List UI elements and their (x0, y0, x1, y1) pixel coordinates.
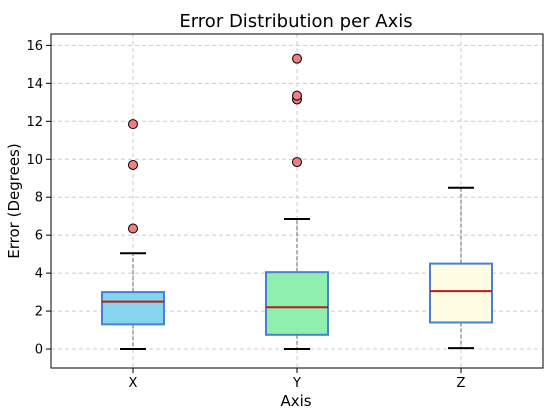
box-iqr (101, 291, 165, 326)
y-tick-label: 16 (26, 39, 43, 54)
x-tick-label: Y (292, 376, 301, 391)
chart-title: Error Distribution per Axis (179, 11, 412, 32)
y-tick-label: 0 (35, 343, 43, 358)
y-tick-label: 6 (35, 229, 43, 244)
y-axis-label: Error (Degrees) (5, 143, 23, 258)
outlier-point (128, 223, 138, 234)
y-tick-label: 10 (26, 153, 43, 168)
outlier-point (128, 159, 138, 170)
y-tick-label: 12 (26, 115, 43, 130)
box-iqr (429, 262, 493, 324)
y-axis: 0 2 4 6 8 10 12 14 16 (26, 39, 51, 358)
outlier-point (128, 119, 138, 130)
x-tick-label: Z (457, 376, 466, 391)
outlier-point (292, 90, 302, 101)
box-z (429, 186, 493, 350)
plot-layer (101, 53, 493, 351)
y-tick-label: 14 (26, 77, 43, 92)
outlier-point (292, 53, 302, 64)
y-tick-label: 2 (35, 305, 43, 320)
box-y (265, 53, 329, 351)
y-tick-label: 8 (35, 191, 43, 206)
x-axis-label: Axis (280, 392, 311, 410)
y-tick-label: 4 (35, 267, 43, 282)
box-iqr (265, 271, 329, 336)
x-tick-label: X (129, 376, 138, 391)
x-axis: X Y Z (129, 368, 466, 391)
outlier-point (292, 157, 302, 168)
box-x (101, 119, 165, 351)
